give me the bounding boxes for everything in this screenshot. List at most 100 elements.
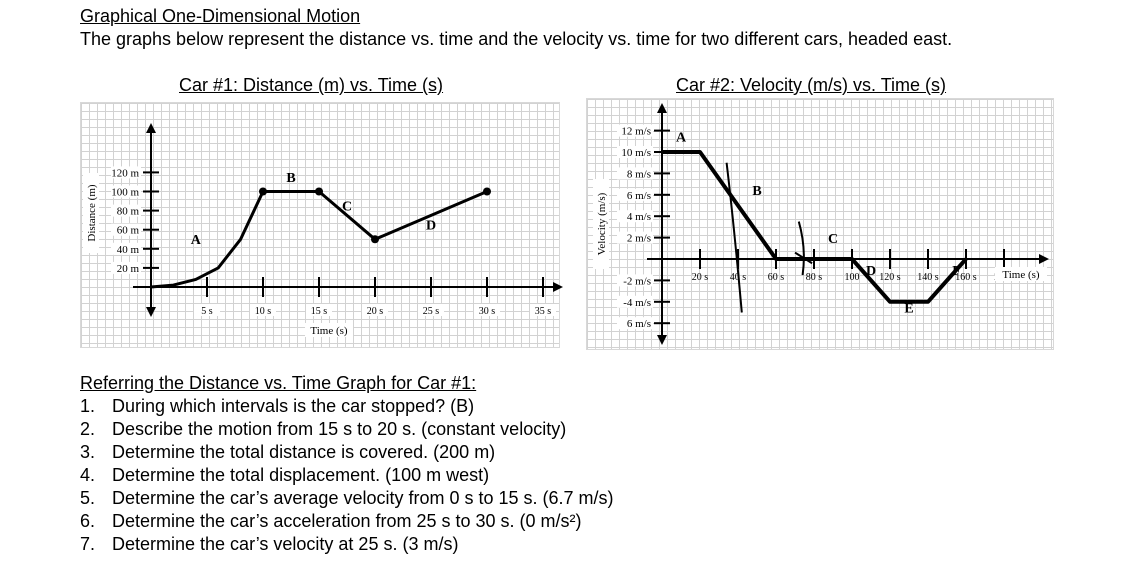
segment-label: F	[952, 264, 961, 279]
x-tick-label: 30 s	[479, 306, 496, 317]
car2-velocity-time-graph: 2 m/s 4 m/s 6 m/s 8 m/s 10 m/s 12 m/s -2 m/s -4…	[586, 98, 1054, 350]
y-tick-label: 40 m	[117, 244, 140, 256]
x-tick-label: 60 s	[768, 272, 785, 283]
label-background	[111, 223, 141, 236]
label-background	[995, 267, 1047, 281]
label-background	[617, 317, 653, 330]
label-background	[194, 304, 220, 316]
segment-label: B	[286, 171, 295, 186]
question-text: Determine the total distance is covered.…	[112, 442, 496, 462]
question-item: 3. Determine the total distance is covere…	[80, 441, 614, 464]
label-background	[617, 274, 653, 287]
label-background	[111, 185, 141, 198]
x-tick-label: 25 s	[423, 306, 440, 317]
y-tick-label: 20 m	[117, 263, 140, 275]
label-background	[111, 242, 141, 255]
label-background	[617, 167, 653, 180]
label-background	[617, 210, 653, 223]
question-item: 2. Describe the motion from 15 s to 20 s.…	[80, 418, 614, 441]
questions-heading: Referring the Distance vs. Time Graph fo…	[80, 373, 477, 393]
label-background	[111, 204, 141, 217]
page-title: Graphical One-Dimensional Motion	[80, 6, 361, 26]
x-tick-label: 5 s	[201, 306, 213, 317]
label-background	[83, 173, 99, 253]
x-tick-label: 35 s	[535, 306, 552, 317]
label-background	[617, 231, 653, 244]
y-tick-label: 8 m/s	[627, 168, 651, 180]
question-number: 3.	[80, 442, 96, 462]
label-background	[111, 166, 141, 179]
question-text: Determine the car’s average velocity fro…	[112, 488, 614, 508]
label-background	[418, 304, 444, 316]
label-background	[111, 261, 141, 274]
data-point	[483, 187, 491, 196]
y-tick-label: 6 m/s	[627, 190, 651, 202]
car1-chart-title: Car #1: Distance (m) vs. Time (s)	[179, 75, 444, 95]
segment-label: D	[866, 264, 876, 279]
x-axis-label: Time (s)	[1002, 269, 1040, 281]
hand-drawn-tangent-line	[725, 162, 743, 313]
distance-line	[150, 190, 488, 289]
question-text: Determine the total displacement. (100 m…	[112, 465, 490, 485]
x-axis-label: Time (s)	[310, 325, 348, 337]
label-background	[593, 179, 609, 269]
y-tick-label: 60 m	[117, 225, 140, 237]
page-subtitle: The graphs below represent the distance …	[80, 29, 953, 49]
question-number: 5.	[80, 488, 96, 508]
y-tick-label: 12 m/s	[621, 126, 651, 138]
data-point	[259, 187, 267, 196]
question-number: 2.	[80, 419, 96, 439]
data-point	[371, 235, 379, 244]
segment-label: E	[904, 302, 913, 317]
question-text: Describe the motion from 15 s to 20 s. (…	[112, 419, 567, 439]
question-item: 7. Determine the car’s velocity at 25 s. …	[80, 533, 614, 556]
label-background	[617, 188, 653, 201]
label-background	[306, 304, 332, 316]
y-axis-arrow-up	[657, 103, 667, 113]
hand-drawn-mark	[794, 251, 813, 265]
question-item: 5. Determine the car’s average velocity f…	[80, 487, 614, 510]
data-point	[315, 187, 323, 196]
y-axis-arrow-down	[146, 307, 156, 317]
segment-label: A	[191, 233, 202, 248]
x-tick-label: 100	[845, 272, 860, 283]
y-tick-label: -4 m/s	[623, 297, 651, 309]
question-text: Determine the car’s velocity at 25 s. (3…	[112, 534, 459, 554]
label-background	[530, 304, 556, 316]
x-tick-label: 20 s	[367, 306, 384, 317]
label-background	[250, 304, 276, 316]
label-background	[617, 295, 653, 308]
car2-chart-title: Car #2: Velocity (m/s) vs. Time (s)	[676, 75, 947, 95]
y-tick-label: 2 m/s	[627, 233, 651, 245]
car2-graph-svg: 2 m/s 4 m/s 6 m/s 8 m/s 10 m/s 12 m/s -2 m/s -4…	[593, 103, 1049, 345]
y-tick-label: -2 m/s	[623, 275, 651, 287]
x-axis-arrow	[1039, 254, 1049, 264]
label-background	[474, 304, 500, 316]
x-tick-label: 20 s	[692, 272, 709, 283]
y-tick-label: 6 m/s	[627, 318, 651, 330]
x-axis-arrow	[553, 282, 563, 292]
y-tick-label: 10 m/s	[621, 147, 651, 159]
x-tick-label: 10 s	[255, 306, 272, 317]
y-axis-arrow-down	[657, 335, 667, 345]
segment-label: C	[828, 232, 838, 247]
hand-drawn-mark	[797, 221, 805, 276]
segment-label: A	[676, 130, 687, 145]
question-item: 6. Determine the car’s acceleration from …	[80, 510, 614, 533]
x-tick-label: 80 s	[806, 272, 823, 283]
question-number: 6.	[80, 511, 96, 531]
label-background	[305, 323, 353, 337]
x-tick-label: 15 s	[311, 306, 328, 317]
x-tick-label: 160 s	[955, 272, 977, 283]
label-background	[617, 146, 653, 158]
y-tick-label: 120 m	[111, 167, 139, 179]
y-axis-label: Velocity (m/s)	[596, 192, 608, 255]
label-background	[362, 304, 388, 316]
car1-graph-svg: 20 m 40 m 60 m 80 m 100 m 120 m 5 s 10 s 15 s 20 …	[83, 123, 563, 337]
velocity-line	[662, 150, 968, 304]
y-tick-label: 80 m	[117, 206, 140, 218]
y-tick-label: 4 m/s	[627, 211, 651, 223]
x-tick-label: 120 s	[879, 272, 901, 283]
segment-label: D	[426, 219, 436, 234]
question-number: 1.	[80, 396, 96, 416]
